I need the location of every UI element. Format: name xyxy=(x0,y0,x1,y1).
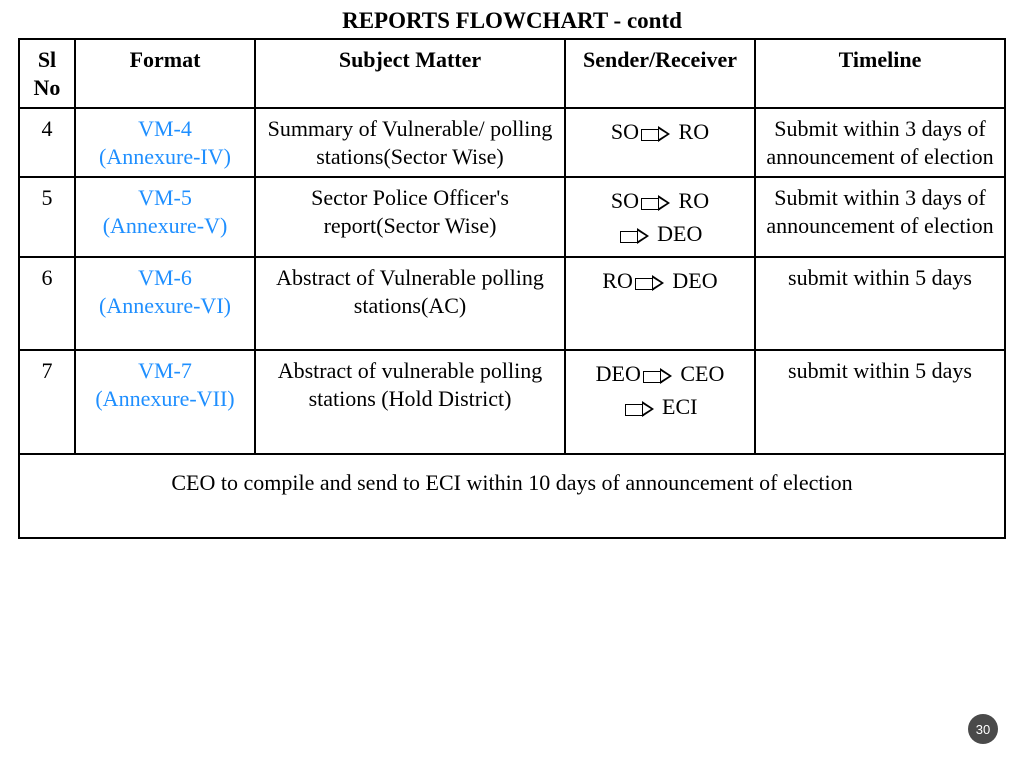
cell-timeline: Submit within 3 days of announcement of … xyxy=(755,108,1005,177)
arrow-icon xyxy=(625,402,655,416)
reports-table: Sl No Format Subject Matter Sender/Recei… xyxy=(18,38,1006,539)
cell-sl: 5 xyxy=(19,177,75,257)
format-link[interactable]: VM-5(Annexure-V) xyxy=(103,185,228,238)
cell-sl: 7 xyxy=(19,350,75,454)
table-header-row: Sl No Format Subject Matter Sender/Recei… xyxy=(19,39,1005,108)
header-format: Format xyxy=(75,39,255,108)
cell-timeline: Submit within 3 days of announcement of … xyxy=(755,177,1005,257)
footer-row: CEO to compile and send to ECI within 10… xyxy=(19,454,1005,538)
cell-timeline: submit within 5 days xyxy=(755,350,1005,454)
header-timeline: Timeline xyxy=(755,39,1005,108)
page-title: REPORTS FLOWCHART - contd xyxy=(18,8,1006,34)
arrow-icon xyxy=(641,127,671,141)
cell-sl: 4 xyxy=(19,108,75,177)
format-link[interactable]: VM-6(Annexure-VI) xyxy=(99,265,231,318)
cell-sender: DEO CEO ECI xyxy=(565,350,755,454)
arrow-icon xyxy=(635,276,665,290)
table-row: 5 VM-5(Annexure-V) Sector Police Officer's… xyxy=(19,177,1005,257)
table-row: 7 VM-7(Annexure-VII) Abstract of vulnerabl… xyxy=(19,350,1005,454)
cell-sender: SO RO DEO xyxy=(565,177,755,257)
arrow-icon xyxy=(643,369,673,383)
table-row: 4 VM-4(Annexure-IV) Summary of Vulnerable/… xyxy=(19,108,1005,177)
cell-format: VM-6(Annexure-VI) xyxy=(75,257,255,350)
cell-format: VM-7(Annexure-VII) xyxy=(75,350,255,454)
cell-subject: Sector Police Officer's report(Sector Wi… xyxy=(255,177,565,257)
format-link[interactable]: VM-4(Annexure-IV) xyxy=(99,116,231,169)
arrow-icon xyxy=(620,229,650,243)
cell-subject: Abstract of Vulnerable polling stations(… xyxy=(255,257,565,350)
cell-timeline: submit within 5 days xyxy=(755,257,1005,350)
cell-sender: RO DEO xyxy=(565,257,755,350)
cell-sender: SO RO xyxy=(565,108,755,177)
cell-format: VM-4(Annexure-IV) xyxy=(75,108,255,177)
cell-sl: 6 xyxy=(19,257,75,350)
page-number-badge: 30 xyxy=(968,714,998,744)
cell-subject: Summary of Vulnerable/ polling stations(… xyxy=(255,108,565,177)
cell-subject: Abstract of vulnerable polling stations … xyxy=(255,350,565,454)
table-row: 6 VM-6(Annexure-VI) Abstract of Vulnerable… xyxy=(19,257,1005,350)
cell-format: VM-5(Annexure-V) xyxy=(75,177,255,257)
footer-cell: CEO to compile and send to ECI within 10… xyxy=(19,454,1005,538)
header-sl: Sl No xyxy=(19,39,75,108)
format-link[interactable]: VM-7(Annexure-VII) xyxy=(95,358,234,411)
header-subject: Subject Matter xyxy=(255,39,565,108)
arrow-icon xyxy=(641,196,671,210)
header-sender: Sender/Receiver xyxy=(565,39,755,108)
